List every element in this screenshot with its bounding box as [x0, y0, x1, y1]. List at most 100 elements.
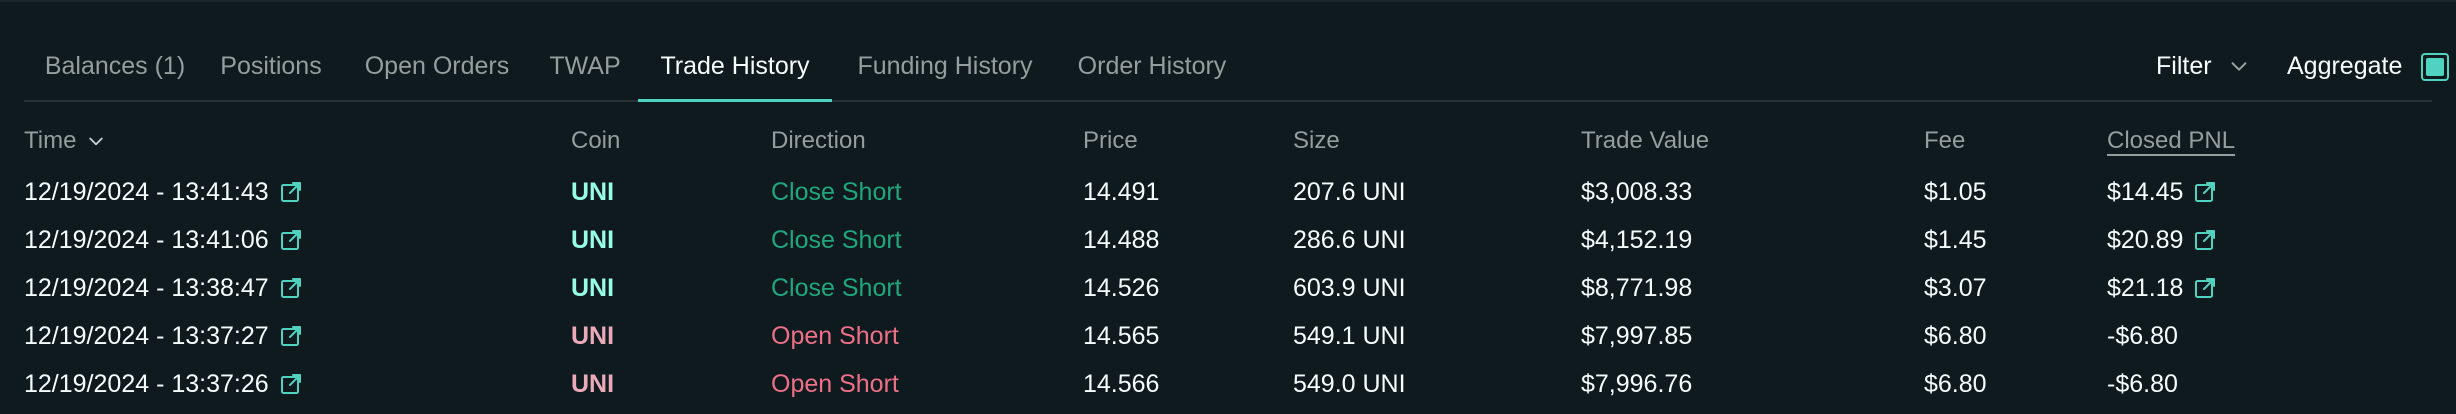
column-header-price: Price [1083, 127, 1138, 154]
tab-bar: Balances (1) Positions Open Orders TWAP … [24, 32, 2449, 102]
cell-fee: $1.05 [1924, 168, 1987, 216]
tab-trade-history[interactable]: Trade History [638, 32, 832, 102]
price-value: 14.566 [1083, 369, 1160, 398]
fee-value: $6.80 [1924, 369, 1987, 398]
trade-value-value: $8,771.98 [1581, 273, 1693, 302]
cell-fee: $6.80 [1924, 312, 1987, 360]
cell-size: 286.6 UNI [1293, 216, 1406, 264]
open-tx-link[interactable] [279, 228, 303, 252]
coin-value: UNI [571, 273, 615, 302]
size-value: 207.6 UNI [1293, 177, 1406, 206]
cell-price: 14.565 [1083, 312, 1159, 360]
closed-pnl-value: -$6.80 [2107, 321, 2178, 350]
coin-value: UNI [571, 321, 615, 350]
cell-fee: $1.45 [1924, 216, 1987, 264]
tab-order-history[interactable]: Order History [1077, 51, 1227, 80]
open-tx-link[interactable] [279, 324, 303, 348]
coin-value: UNI [571, 225, 615, 254]
column-header-fee: Fee [1924, 127, 1966, 154]
cell-closed-pnl: $20.89 [2107, 216, 2217, 264]
tab-twap[interactable]: TWAP [549, 51, 621, 80]
column-header-coin: Coin [571, 127, 621, 154]
trade-value-value: $7,996.76 [1581, 369, 1693, 398]
filter-label: Filter [2156, 51, 2212, 80]
cell-closed-pnl: $14.45 [2107, 168, 2217, 216]
tab-open-orders[interactable]: Open Orders [364, 51, 510, 80]
coin-value: UNI [571, 177, 615, 206]
time-header-label: Time [24, 127, 77, 154]
trade-value-value: $7,997.85 [1581, 321, 1693, 350]
price-value: 14.565 [1083, 321, 1160, 350]
cell-fee: $6.80 [1924, 360, 1987, 408]
size-value: 603.9 UNI [1293, 273, 1406, 302]
trade-value-value: $4,152.19 [1581, 225, 1693, 254]
external-link-icon [2195, 278, 2216, 298]
cell-trade-value: $7,996.76 [1581, 360, 1692, 408]
direction-value: Open Short [771, 321, 899, 350]
external-link-icon [280, 374, 301, 394]
external-link-icon [280, 182, 301, 202]
cell-direction: Open Short [771, 360, 899, 408]
external-link-icon [280, 230, 301, 250]
open-tx-link[interactable] [279, 180, 303, 204]
cell-coin: UNI [571, 312, 614, 360]
external-link-icon [280, 278, 301, 298]
cell-closed-pnl: -$6.80 [2107, 360, 2178, 408]
fee-value: $1.05 [1924, 177, 1987, 206]
open-pnl-link[interactable] [2193, 228, 2217, 252]
table-row: 12/19/2024 - 13:37:27 UNI Open Short 14.565… [0, 312, 2456, 360]
cell-time: 12/19/2024 - 13:41:06 [24, 216, 303, 264]
direction-value: Close Short [771, 177, 902, 206]
table-row: 12/19/2024 - 13:41:43 UNI Close Short 14.49… [0, 168, 2456, 216]
open-pnl-link[interactable] [2193, 180, 2217, 204]
price-value: 14.491 [1083, 177, 1160, 206]
open-pnl-link[interactable] [2193, 276, 2217, 300]
closed-pnl-value: $14.45 [2107, 177, 2184, 206]
cell-time: 12/19/2024 - 13:37:26 [24, 360, 303, 408]
column-header-size: Size [1293, 127, 1340, 154]
time-value: 12/19/2024 - 13:37:27 [24, 321, 269, 350]
cell-coin: UNI [571, 216, 614, 264]
external-link-icon [280, 326, 301, 346]
fee-value: $1.45 [1924, 225, 1987, 254]
table-row: 12/19/2024 - 13:38:47 UNI Close Short 14.52… [0, 264, 2456, 312]
open-tx-link[interactable] [279, 276, 303, 300]
cell-price: 14.526 [1083, 264, 1159, 312]
filter-dropdown[interactable]: Filter [2156, 32, 2250, 100]
fee-value: $6.80 [1924, 321, 1987, 350]
coin-value: UNI [571, 369, 615, 398]
price-value: 14.488 [1083, 225, 1160, 254]
cell-coin: UNI [571, 360, 614, 408]
cell-trade-value: $4,152.19 [1581, 216, 1692, 264]
column-header-time[interactable]: Time [24, 127, 106, 155]
direction-value: Close Short [771, 225, 902, 254]
cell-time: 12/19/2024 - 13:37:27 [24, 312, 303, 360]
trade-value-value: $3,008.33 [1581, 177, 1693, 206]
time-value: 12/19/2024 - 13:37:26 [24, 369, 269, 398]
cell-trade-value: $8,771.98 [1581, 264, 1692, 312]
closed-pnl-value: $21.18 [2107, 273, 2184, 302]
cell-time: 12/19/2024 - 13:41:43 [24, 168, 303, 216]
table-row: 12/19/2024 - 13:41:06 UNI Close Short 14.48… [0, 216, 2456, 264]
aggregate-checkbox[interactable] [2421, 53, 2449, 81]
cell-direction: Open Short [771, 312, 899, 360]
cell-price: 14.566 [1083, 360, 1159, 408]
cell-trade-value: $3,008.33 [1581, 168, 1692, 216]
closed-pnl-value: $20.89 [2107, 225, 2184, 254]
tab-funding-history[interactable]: Funding History [857, 51, 1033, 80]
cell-coin: UNI [571, 264, 614, 312]
column-header-closed-pnl[interactable]: Closed PNL [2107, 127, 2236, 154]
direction-value: Close Short [771, 273, 902, 302]
tab-positions[interactable]: Positions [220, 51, 322, 80]
cell-coin: UNI [571, 168, 614, 216]
size-value: 549.1 UNI [1293, 321, 1406, 350]
cell-size: 549.0 UNI [1293, 360, 1406, 408]
table-row: 12/19/2024 - 13:37:26 UNI Open Short 14.566… [0, 360, 2456, 408]
size-value: 286.6 UNI [1293, 225, 1406, 254]
cell-fee: $3.07 [1924, 264, 1987, 312]
tab-balances[interactable]: Balances (1) [44, 51, 186, 80]
external-link-icon [2195, 230, 2216, 250]
direction-value: Open Short [771, 369, 899, 398]
open-tx-link[interactable] [279, 372, 303, 396]
